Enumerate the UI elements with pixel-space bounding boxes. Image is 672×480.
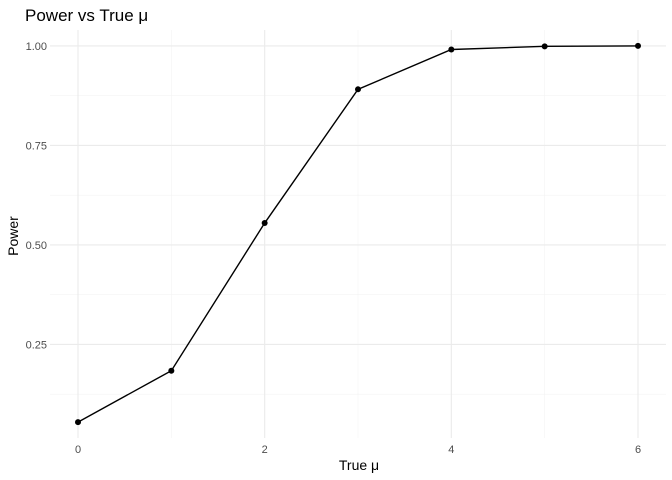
- y-tick-label-1: 0.50: [26, 240, 47, 252]
- data-point-4: [448, 46, 455, 53]
- y-tick-label-2: 0.75: [26, 140, 47, 152]
- y-axis-title: Power: [5, 216, 21, 256]
- x-tick-label-0: 0: [75, 444, 81, 456]
- grid: [50, 30, 666, 438]
- x-tick-label-1: 2: [262, 444, 268, 456]
- x-axis-title: True μ: [339, 457, 379, 473]
- chart-title: Power vs True μ: [25, 6, 148, 25]
- y-tick-labels: 0.25 0.50 0.75 1.00: [26, 41, 47, 352]
- data-point-1: [168, 367, 175, 374]
- data-point-5: [541, 43, 548, 50]
- x-tick-labels: 0 2 4 6: [75, 444, 641, 456]
- data-point-0: [75, 419, 81, 426]
- data-point-6: [635, 42, 641, 49]
- x-tick-label-3: 6: [635, 444, 641, 456]
- y-tick-label-3: 1.00: [26, 41, 47, 53]
- data-point-3: [355, 86, 361, 93]
- x-tick-label-2: 4: [448, 444, 454, 456]
- series-group: [75, 42, 641, 426]
- y-tick-label-0: 0.25: [26, 339, 47, 351]
- data-point-2: [261, 220, 268, 227]
